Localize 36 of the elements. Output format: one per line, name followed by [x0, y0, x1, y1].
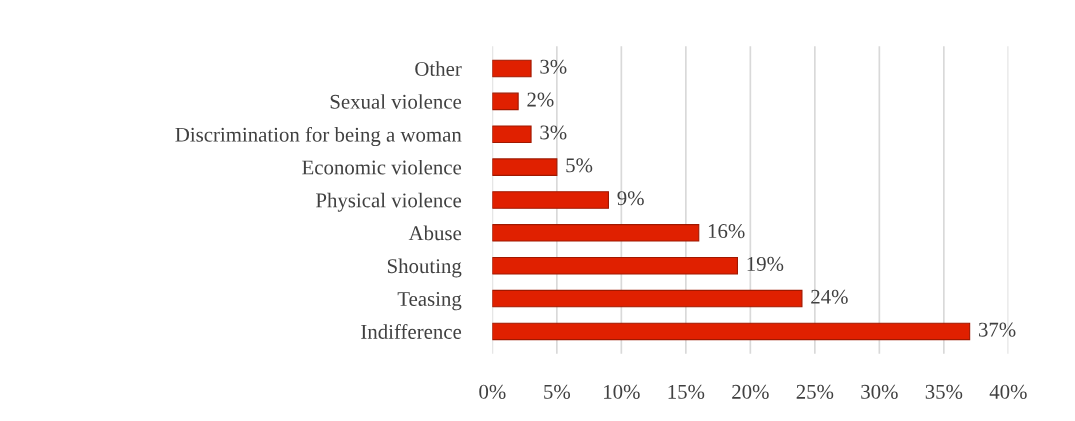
x-tick-label: 10% [604, 384, 640, 399]
data-label: 19% [747, 256, 784, 271]
data-label: 24% [811, 289, 848, 304]
y-tick-label: Indifference [361, 324, 462, 339]
data-label: 37% [978, 322, 1016, 337]
bar [492, 256, 739, 275]
data-label: 3% [540, 125, 567, 140]
y-tick-label: Physical violence [316, 192, 462, 212]
y-tick-label: Teasing [397, 291, 462, 311]
bar [492, 289, 803, 308]
x-tick-label: 40% [989, 384, 1027, 399]
data-label: 3% [540, 59, 567, 74]
data-label: 9% [617, 191, 644, 206]
y-tick-label: Economic violence [302, 159, 462, 175]
x-tick-label: 30% [861, 384, 898, 399]
y-tick-label: Abuse [408, 225, 462, 241]
y-tick-label: Shouting [387, 258, 462, 278]
y-tick-label: Sexual violence [330, 94, 462, 109]
x-tick-label: 0% [479, 384, 506, 399]
bar [492, 59, 532, 78]
x-tick-label: 20% [732, 384, 769, 399]
x-tick-label: 5% [544, 384, 571, 399]
data-label: 2% [527, 92, 554, 107]
x-tick-label: 15% [668, 384, 705, 399]
x-tick-label: 25% [796, 384, 834, 399]
bar [492, 158, 558, 176]
data-label: 16% [708, 224, 745, 239]
y-tick-label: Discrimination for being a woman [175, 126, 462, 147]
y-tick-label: Other [415, 61, 462, 76]
data-label: 5% [566, 158, 593, 173]
bar [492, 224, 700, 242]
bar [492, 92, 519, 111]
bar [492, 125, 532, 144]
bar [492, 191, 610, 209]
bar [492, 322, 971, 341]
x-tick-label: 35% [925, 384, 963, 399]
